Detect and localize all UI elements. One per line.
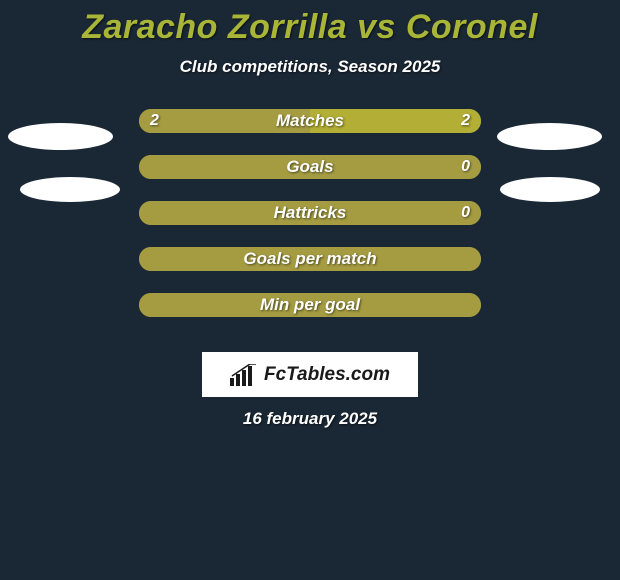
stat-row: Goals0	[0, 155, 620, 179]
badge-oval	[8, 123, 113, 150]
bar-label: Goals per match	[139, 247, 481, 271]
brand-text: FcTables.com	[264, 364, 390, 386]
bar-track: Goals per match	[139, 247, 481, 271]
bar-label: Goals	[139, 155, 481, 179]
stat-row: Goals per match	[0, 247, 620, 271]
bar-track: Min per goal	[139, 293, 481, 317]
bar-track: Matches	[139, 109, 481, 133]
value-right: 0	[461, 201, 470, 225]
value-right: 0	[461, 155, 470, 179]
bar-track: Hattricks	[139, 201, 481, 225]
value-left: 2	[150, 109, 159, 133]
bar-track: Goals	[139, 155, 481, 179]
bar-label: Hattricks	[139, 201, 481, 225]
badge-oval	[500, 177, 600, 202]
bar-label: Matches	[139, 109, 481, 133]
stat-row: Hattricks0	[0, 201, 620, 225]
brand-box: FcTables.com	[202, 352, 418, 397]
page-subtitle: Club competitions, Season 2025	[0, 57, 620, 77]
page-title: Zaracho Zorrilla vs Coronel	[0, 0, 620, 47]
stat-row: Min per goal	[0, 293, 620, 317]
value-right: 2	[461, 109, 470, 133]
badge-oval	[20, 177, 120, 202]
badge-oval	[497, 123, 602, 150]
bar-chart-icon	[230, 364, 258, 386]
bar-label: Min per goal	[139, 293, 481, 317]
footer-date: 16 february 2025	[0, 409, 620, 429]
